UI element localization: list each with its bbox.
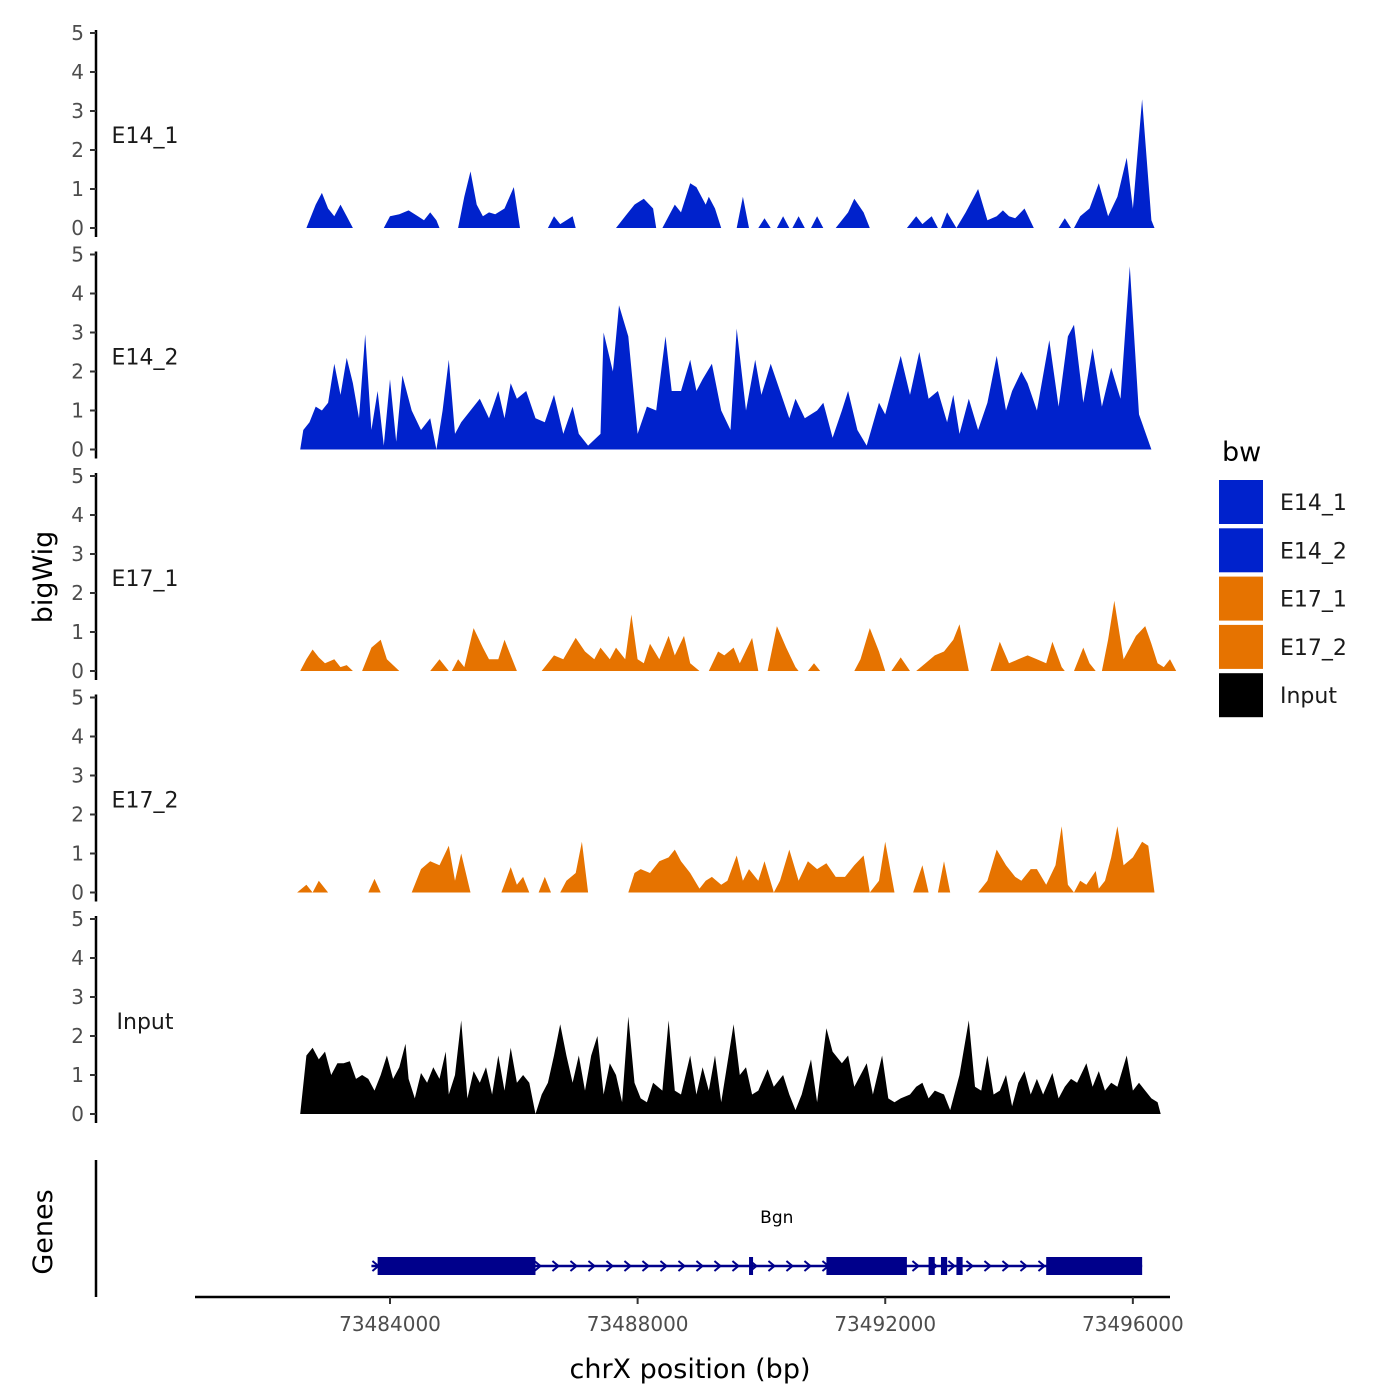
x-tick-label: 73488000 (587, 1312, 689, 1336)
coverage-area-E17_1 (300, 600, 1177, 671)
coverage-area-E14_1 (306, 99, 1155, 228)
strand-arrow (587, 1260, 596, 1272)
y-tick-label: 5 (71, 464, 84, 488)
x-axis-title: chrX position (bp) (569, 1354, 810, 1385)
gene-exon (940, 1257, 948, 1275)
strand-arrow (713, 1260, 722, 1272)
y-tick-label: 2 (71, 360, 84, 384)
y-tick-label: 1 (71, 399, 84, 423)
gene-exon (377, 1257, 536, 1275)
y-tick-label: 4 (71, 282, 84, 306)
legend-label: E14_2 (1280, 539, 1347, 564)
legend-title: bw (1222, 437, 1261, 468)
gene-track: Bgn (94, 1160, 1143, 1297)
track-E14_1: 0 1 2 3 4 5 E14_1 (71, 21, 1155, 240)
strand-arrow (551, 1260, 560, 1272)
y-tick-label: 2 (71, 803, 84, 827)
strand-arrow (1019, 1260, 1028, 1272)
track-label: Input (117, 1010, 174, 1035)
strand-arrow (767, 1260, 776, 1272)
legend-label: Input (1280, 684, 1337, 709)
track-label: E17_2 (112, 789, 179, 814)
y-tick-label: 1 (71, 1063, 84, 1087)
y-tick-label: 1 (71, 177, 84, 201)
coverage-area-E14_2 (300, 266, 1152, 450)
strand-arrow (641, 1260, 650, 1272)
y-tick-label: 2 (71, 581, 84, 605)
y-tick-label: 1 (71, 842, 84, 866)
y-tick-label: 3 (71, 985, 84, 1009)
legend-swatch-Input (1219, 673, 1263, 718)
gene-exon (1046, 1257, 1143, 1275)
legend-label: E17_1 (1280, 588, 1347, 613)
y-tick-label: 4 (71, 503, 84, 527)
track-E17_1: 0 1 2 3 4 5 E17_1 (71, 464, 1177, 683)
y-tick-label: 0 (71, 216, 84, 240)
strand-arrow (1037, 1260, 1046, 1272)
legend-swatch-E14_2 (1219, 528, 1263, 573)
strand-arrow (965, 1260, 974, 1272)
x-tick-label: 73496000 (1082, 1312, 1184, 1336)
legend-swatch-E17_2 (1219, 624, 1263, 669)
x-tick-label: 73484000 (339, 1312, 441, 1336)
y-tick-label: 3 (71, 542, 84, 566)
strand-arrow (605, 1260, 614, 1272)
legend-swatch-E17_1 (1219, 576, 1263, 621)
legend-label: E14_1 (1280, 491, 1347, 516)
gene-exon (826, 1257, 907, 1275)
y-tick-label: 0 (71, 1102, 84, 1126)
y-tick-label: 3 (71, 764, 84, 788)
gene-exon (749, 1257, 754, 1275)
y-tick-label: 5 (71, 686, 84, 710)
y-tick-label: 2 (71, 1024, 84, 1048)
y-tick-label: 0 (71, 659, 84, 683)
genes-axis-title: Genes (28, 1189, 59, 1274)
strand-arrow (911, 1260, 920, 1272)
strand-arrow (695, 1260, 704, 1272)
coverage-area-E17_2 (297, 826, 1155, 893)
strand-arrow (569, 1260, 578, 1272)
y-tick-label: 0 (71, 881, 84, 905)
strand-arrow (803, 1260, 812, 1272)
legend: bw E14_1 E14_2 E17_1 E17_2 Input (1219, 437, 1347, 718)
y-tick-label: 5 (71, 21, 84, 45)
strand-arrow (533, 1260, 542, 1272)
y-tick-label: 0 (71, 438, 84, 462)
track-E14_2: 0 1 2 3 4 5 E14_2 (71, 243, 1152, 462)
strand-arrow (677, 1260, 686, 1272)
gene-exon (956, 1257, 963, 1275)
strand-arrow (623, 1260, 632, 1272)
strand-arrow (1001, 1260, 1010, 1272)
strand-arrow (947, 1260, 956, 1272)
strand-arrow (785, 1260, 794, 1272)
strand-arrow (983, 1260, 992, 1272)
y-tick-label: 4 (71, 60, 84, 84)
y-tick-label: 5 (71, 243, 84, 267)
legend-label: E17_2 (1280, 636, 1347, 661)
y-tick-label: 3 (71, 99, 84, 123)
y-tick-label: 4 (71, 725, 84, 749)
y-tick-label: 1 (71, 620, 84, 644)
gene-name-label: Bgn (760, 1208, 793, 1228)
strand-arrow (731, 1260, 740, 1272)
track-label: E17_1 (112, 567, 179, 592)
track-Input: 0 1 2 3 4 5 Input (71, 907, 1161, 1126)
x-tick-label: 73492000 (834, 1312, 936, 1336)
coverage-area-Input (300, 1016, 1161, 1114)
strand-arrow (659, 1260, 668, 1272)
track-E17_2: 0 1 2 3 4 5 E17_2 (71, 686, 1155, 905)
y-tick-label: 2 (71, 138, 84, 162)
y-tick-label: 4 (71, 946, 84, 970)
legend-swatch-E14_1 (1219, 480, 1263, 524)
y-tick-label: 3 (71, 321, 84, 345)
track-label: E14_2 (112, 346, 179, 371)
gene-exon (928, 1257, 935, 1275)
y-tick-label: 5 (71, 907, 84, 931)
tracks-layer: 0 1 2 3 4 5 E14_1 0 1 2 3 4 5 E14_2 0 1 2 3 4 5 E17_1 0 1 2 3 4 5 E… (71, 21, 1177, 1126)
y-axis-title: bigWig (28, 531, 59, 624)
x-axis: 73484000 73488000 73492000 73496000 (195, 1295, 1184, 1336)
track-label: E14_1 (112, 124, 179, 149)
